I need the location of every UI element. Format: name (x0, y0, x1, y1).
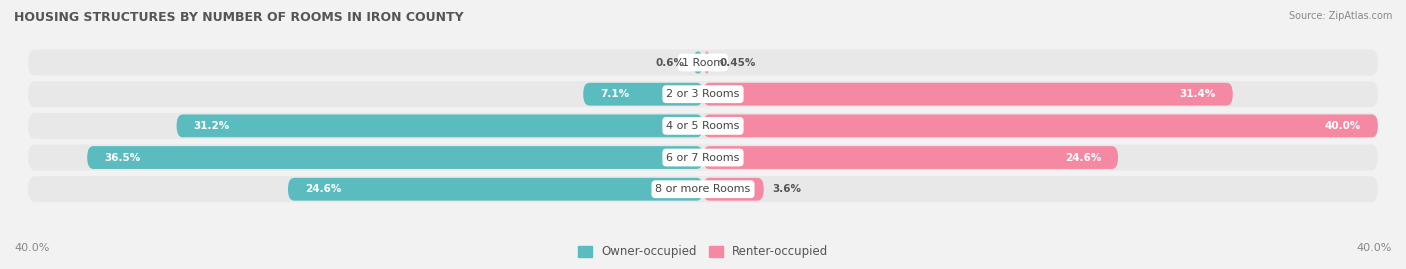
Text: 40.0%: 40.0% (14, 243, 49, 253)
Text: 24.6%: 24.6% (1064, 153, 1101, 162)
FancyBboxPatch shape (583, 83, 703, 106)
Text: HOUSING STRUCTURES BY NUMBER OF ROOMS IN IRON COUNTY: HOUSING STRUCTURES BY NUMBER OF ROOMS IN… (14, 11, 464, 24)
FancyBboxPatch shape (703, 83, 1233, 106)
Text: 24.6%: 24.6% (305, 184, 342, 194)
FancyBboxPatch shape (177, 115, 703, 137)
Text: 7.1%: 7.1% (600, 89, 630, 99)
Text: Source: ZipAtlas.com: Source: ZipAtlas.com (1288, 11, 1392, 21)
Text: 6 or 7 Rooms: 6 or 7 Rooms (666, 153, 740, 162)
Text: 40.0%: 40.0% (1357, 243, 1392, 253)
FancyBboxPatch shape (28, 49, 1378, 76)
FancyBboxPatch shape (703, 51, 710, 74)
Text: 2 or 3 Rooms: 2 or 3 Rooms (666, 89, 740, 99)
FancyBboxPatch shape (28, 81, 1378, 107)
Text: 40.0%: 40.0% (1324, 121, 1361, 131)
FancyBboxPatch shape (28, 113, 1378, 139)
FancyBboxPatch shape (703, 178, 763, 201)
Text: 0.45%: 0.45% (718, 58, 755, 68)
FancyBboxPatch shape (87, 146, 703, 169)
Legend: Owner-occupied, Renter-occupied: Owner-occupied, Renter-occupied (572, 241, 834, 263)
FancyBboxPatch shape (703, 115, 1378, 137)
Text: 3.6%: 3.6% (772, 184, 801, 194)
Text: 31.2%: 31.2% (194, 121, 229, 131)
FancyBboxPatch shape (693, 51, 703, 74)
Text: 36.5%: 36.5% (104, 153, 141, 162)
Text: 0.6%: 0.6% (655, 58, 685, 68)
Text: 8 or more Rooms: 8 or more Rooms (655, 184, 751, 194)
FancyBboxPatch shape (28, 144, 1378, 171)
Text: 31.4%: 31.4% (1180, 89, 1216, 99)
Text: 1 Room: 1 Room (682, 58, 724, 68)
FancyBboxPatch shape (288, 178, 703, 201)
Text: 4 or 5 Rooms: 4 or 5 Rooms (666, 121, 740, 131)
FancyBboxPatch shape (703, 146, 1118, 169)
FancyBboxPatch shape (28, 176, 1378, 202)
